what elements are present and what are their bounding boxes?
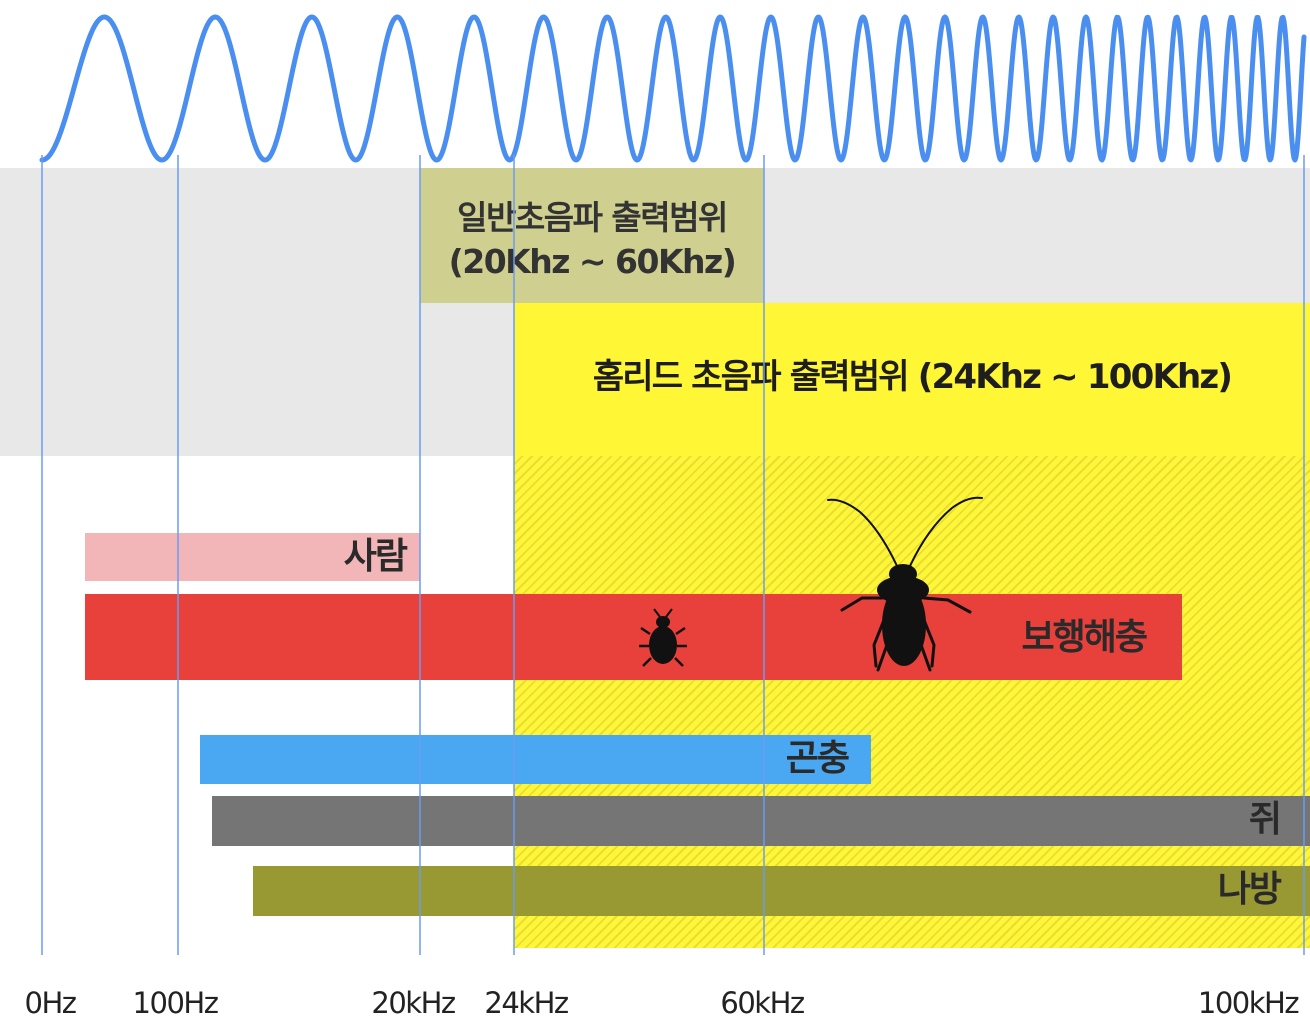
bar-human — [85, 533, 420, 581]
label-rat: 쥐 — [1248, 799, 1282, 840]
bar-rat — [212, 796, 1310, 846]
frequency-wave — [39, 14, 1307, 163]
tick-0hz: 0Hz — [24, 986, 77, 1020]
label-human: 사람 — [343, 536, 408, 577]
bar-walking-pests — [85, 594, 1182, 680]
tick-60khz: 60kHz — [720, 986, 805, 1020]
tick-20khz: 20kHz — [371, 986, 456, 1020]
small-beetle-icon — [639, 608, 687, 667]
tick-100hz: 100Hz — [132, 986, 219, 1020]
general-ultrasonic-range-box — [420, 168, 764, 303]
tick-100khz: 100kHz — [1197, 986, 1300, 1020]
general-ultrasonic-range-label: 일반초음파 출력범위 (20Khz ~ 60Khz) — [420, 196, 764, 284]
homlead-ultrasonic-range-label: 홈리드 초음파 출력범위 (24Khz ~ 100Khz) — [592, 357, 1233, 397]
guide-lines — [41, 155, 1305, 955]
general-range-line2: (20Khz ~ 60Khz) — [448, 242, 737, 281]
homlead-ultrasonic-range-box — [514, 303, 1310, 456]
label-walking-pests: 보행해충 — [1021, 617, 1148, 658]
general-range-line1: 일반초음파 출력범위 — [457, 198, 728, 237]
tick-24khz: 24kHz — [484, 986, 569, 1020]
label-moth: 나방 — [1217, 869, 1282, 910]
bar-moth — [253, 866, 1310, 916]
bar-insects — [200, 735, 871, 784]
label-insects: 곤충 — [785, 738, 850, 779]
cockroach-icon — [827, 496, 983, 672]
